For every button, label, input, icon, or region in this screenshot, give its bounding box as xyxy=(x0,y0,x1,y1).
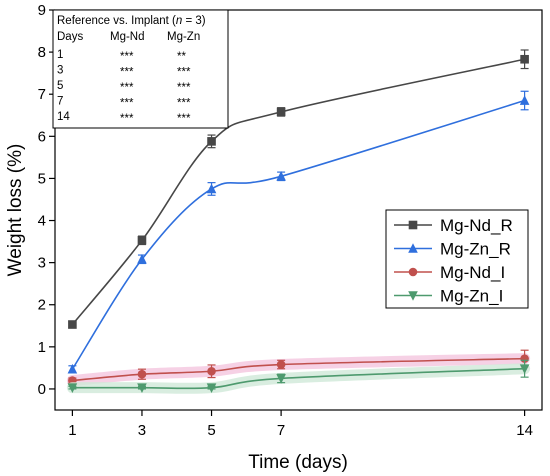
y-tick-label: 4 xyxy=(38,213,46,230)
y-tick-label: 2 xyxy=(38,297,46,314)
series-mg-zn-r xyxy=(67,90,530,374)
significance-cell: *** xyxy=(120,98,134,110)
x-tick-label: 7 xyxy=(277,422,285,439)
significance-header: Days xyxy=(57,31,83,43)
significance-table: Reference vs. Implant (n = 3) Days Mg-Nd M… xyxy=(52,9,229,129)
significance-cell: 1 xyxy=(57,49,63,61)
data-point xyxy=(519,95,530,105)
significance-rows: Days Mg-Nd Mg-Zn1 *** **3 *** ***5 *** ***7 *** **… xyxy=(57,31,200,125)
legend-items: Mg-Nd_R Mg-Zn_R Mg-Nd_I Mg-Zn_I xyxy=(394,216,513,306)
significance-title-n: n xyxy=(176,15,182,27)
significance-title-suffix: = 3) xyxy=(182,15,206,27)
legend-label: Mg-Nd_I xyxy=(440,263,505,282)
significance-title-prefix: Reference vs. Implant ( xyxy=(57,15,176,27)
legend-marker xyxy=(408,267,418,277)
data-point xyxy=(206,183,217,194)
data-point xyxy=(276,374,286,384)
significance-cell: *** xyxy=(120,67,134,79)
series-mg-nd-i xyxy=(66,349,531,387)
significance-cell: ** xyxy=(177,51,186,63)
x-tick-label: 3 xyxy=(138,422,146,439)
data-point xyxy=(68,320,77,329)
legend-marker xyxy=(408,220,418,230)
significance-cell: *** xyxy=(120,113,134,125)
significance-header: Mg-Zn xyxy=(167,31,200,43)
data-point xyxy=(207,137,216,146)
significance-cell: *** xyxy=(177,113,191,125)
x-tick-label: 14 xyxy=(516,422,533,439)
y-tick-label: 1 xyxy=(38,339,46,356)
y-tick-label: 9 xyxy=(38,2,46,19)
significance-table-frame xyxy=(52,9,229,129)
data-point xyxy=(206,383,217,393)
significance-cell: 14 xyxy=(57,111,70,123)
series-line xyxy=(72,367,525,390)
significance-cell: *** xyxy=(120,82,134,94)
y-axis-label: Weight loss (%) xyxy=(5,144,26,277)
significance-cell: 5 xyxy=(57,80,63,92)
legend-label: Mg-Zn_I xyxy=(440,287,503,306)
legend: Mg-Nd_R Mg-Zn_R Mg-Nd_I Mg-Zn_I xyxy=(385,209,529,309)
data-point xyxy=(67,383,78,393)
series-mg-zn-i xyxy=(66,359,531,394)
series-mg-nd-r xyxy=(68,49,529,329)
data-point xyxy=(276,171,286,181)
data-point xyxy=(207,366,216,376)
significance-cell: 3 xyxy=(57,65,63,77)
significance-table-title: Reference vs. Implant (n = 3) xyxy=(57,15,206,27)
significance-cell: *** xyxy=(177,82,191,94)
series-line xyxy=(72,357,525,382)
x-axis-label: Time (days) xyxy=(248,452,348,473)
legend-label: Mg-Zn_R xyxy=(440,240,511,259)
data-point xyxy=(520,54,529,64)
legend-marker xyxy=(408,243,418,253)
y-tick-label: 5 xyxy=(38,170,46,187)
series-layer xyxy=(66,49,531,394)
y-tick-label: 8 xyxy=(38,44,46,61)
series-line xyxy=(71,99,525,370)
data-point xyxy=(276,360,286,369)
legend-marker xyxy=(408,291,418,301)
data-point xyxy=(276,107,286,117)
plot-frame xyxy=(54,9,543,411)
data-point xyxy=(137,383,147,393)
y-tick-label: 7 xyxy=(38,86,46,103)
y-tick-label: 6 xyxy=(38,128,46,145)
x-tick-label: 5 xyxy=(207,422,215,439)
significance-cell: *** xyxy=(177,98,191,110)
significance-header: Mg-Nd xyxy=(110,31,145,43)
y-tick-label: 0 xyxy=(38,381,46,398)
data-point xyxy=(519,364,530,375)
legend-label: Mg-Nd_R xyxy=(440,216,513,235)
data-point xyxy=(67,363,78,374)
data-point xyxy=(137,236,147,245)
data-point xyxy=(137,369,147,379)
y-tick-label: 3 xyxy=(38,255,46,272)
significance-cell: *** xyxy=(120,51,134,63)
significance-cell: 7 xyxy=(57,96,63,108)
significance-cell: *** xyxy=(177,67,191,79)
data-point xyxy=(137,253,147,264)
x-tick-label: 1 xyxy=(68,422,76,439)
